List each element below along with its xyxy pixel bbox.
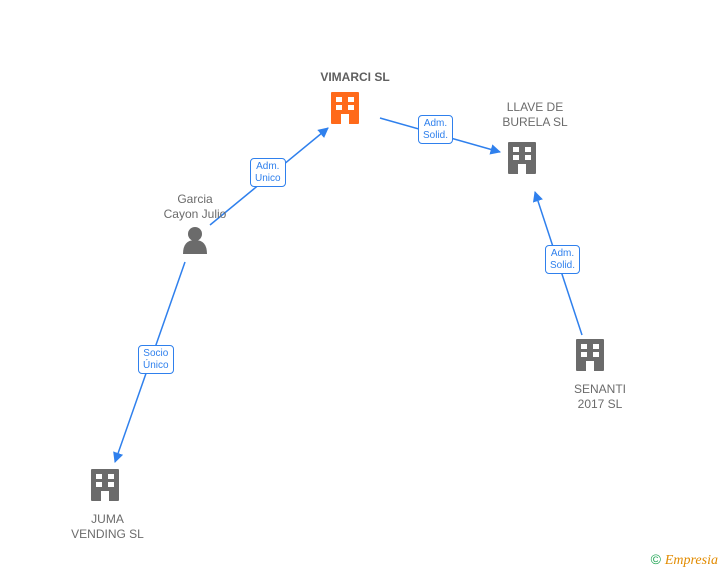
edge-label-adm-solid-2: Adm. Solid. <box>545 245 580 274</box>
node-vimarci-icon[interactable] <box>331 92 359 124</box>
node-senanti-label[interactable]: SENANTI 2017 SL <box>560 382 640 412</box>
node-senanti-icon[interactable] <box>576 339 604 371</box>
watermark: © Empresia <box>651 551 718 569</box>
copyright-icon: © <box>651 551 661 567</box>
node-juma-icon[interactable] <box>91 469 119 501</box>
edge-label-adm-solid-1: Adm. Solid. <box>418 115 453 144</box>
node-juma-label[interactable]: JUMA VENDING SL <box>60 512 155 542</box>
watermark-brand: Empresia <box>665 553 718 568</box>
node-llave-icon[interactable] <box>508 142 536 174</box>
node-garcia-label[interactable]: Garcia Cayon Julio <box>150 192 240 222</box>
node-vimarci-label[interactable]: VIMARCI SL <box>300 70 410 85</box>
node-garcia-icon[interactable] <box>183 227 207 254</box>
node-llave-label[interactable]: LLAVE DE BURELA SL <box>490 100 580 130</box>
diagram-canvas <box>0 0 728 575</box>
edge-label-socio-unico: Socio Único <box>138 345 174 374</box>
edge-label-adm-unico: Adm. Unico <box>250 158 286 187</box>
